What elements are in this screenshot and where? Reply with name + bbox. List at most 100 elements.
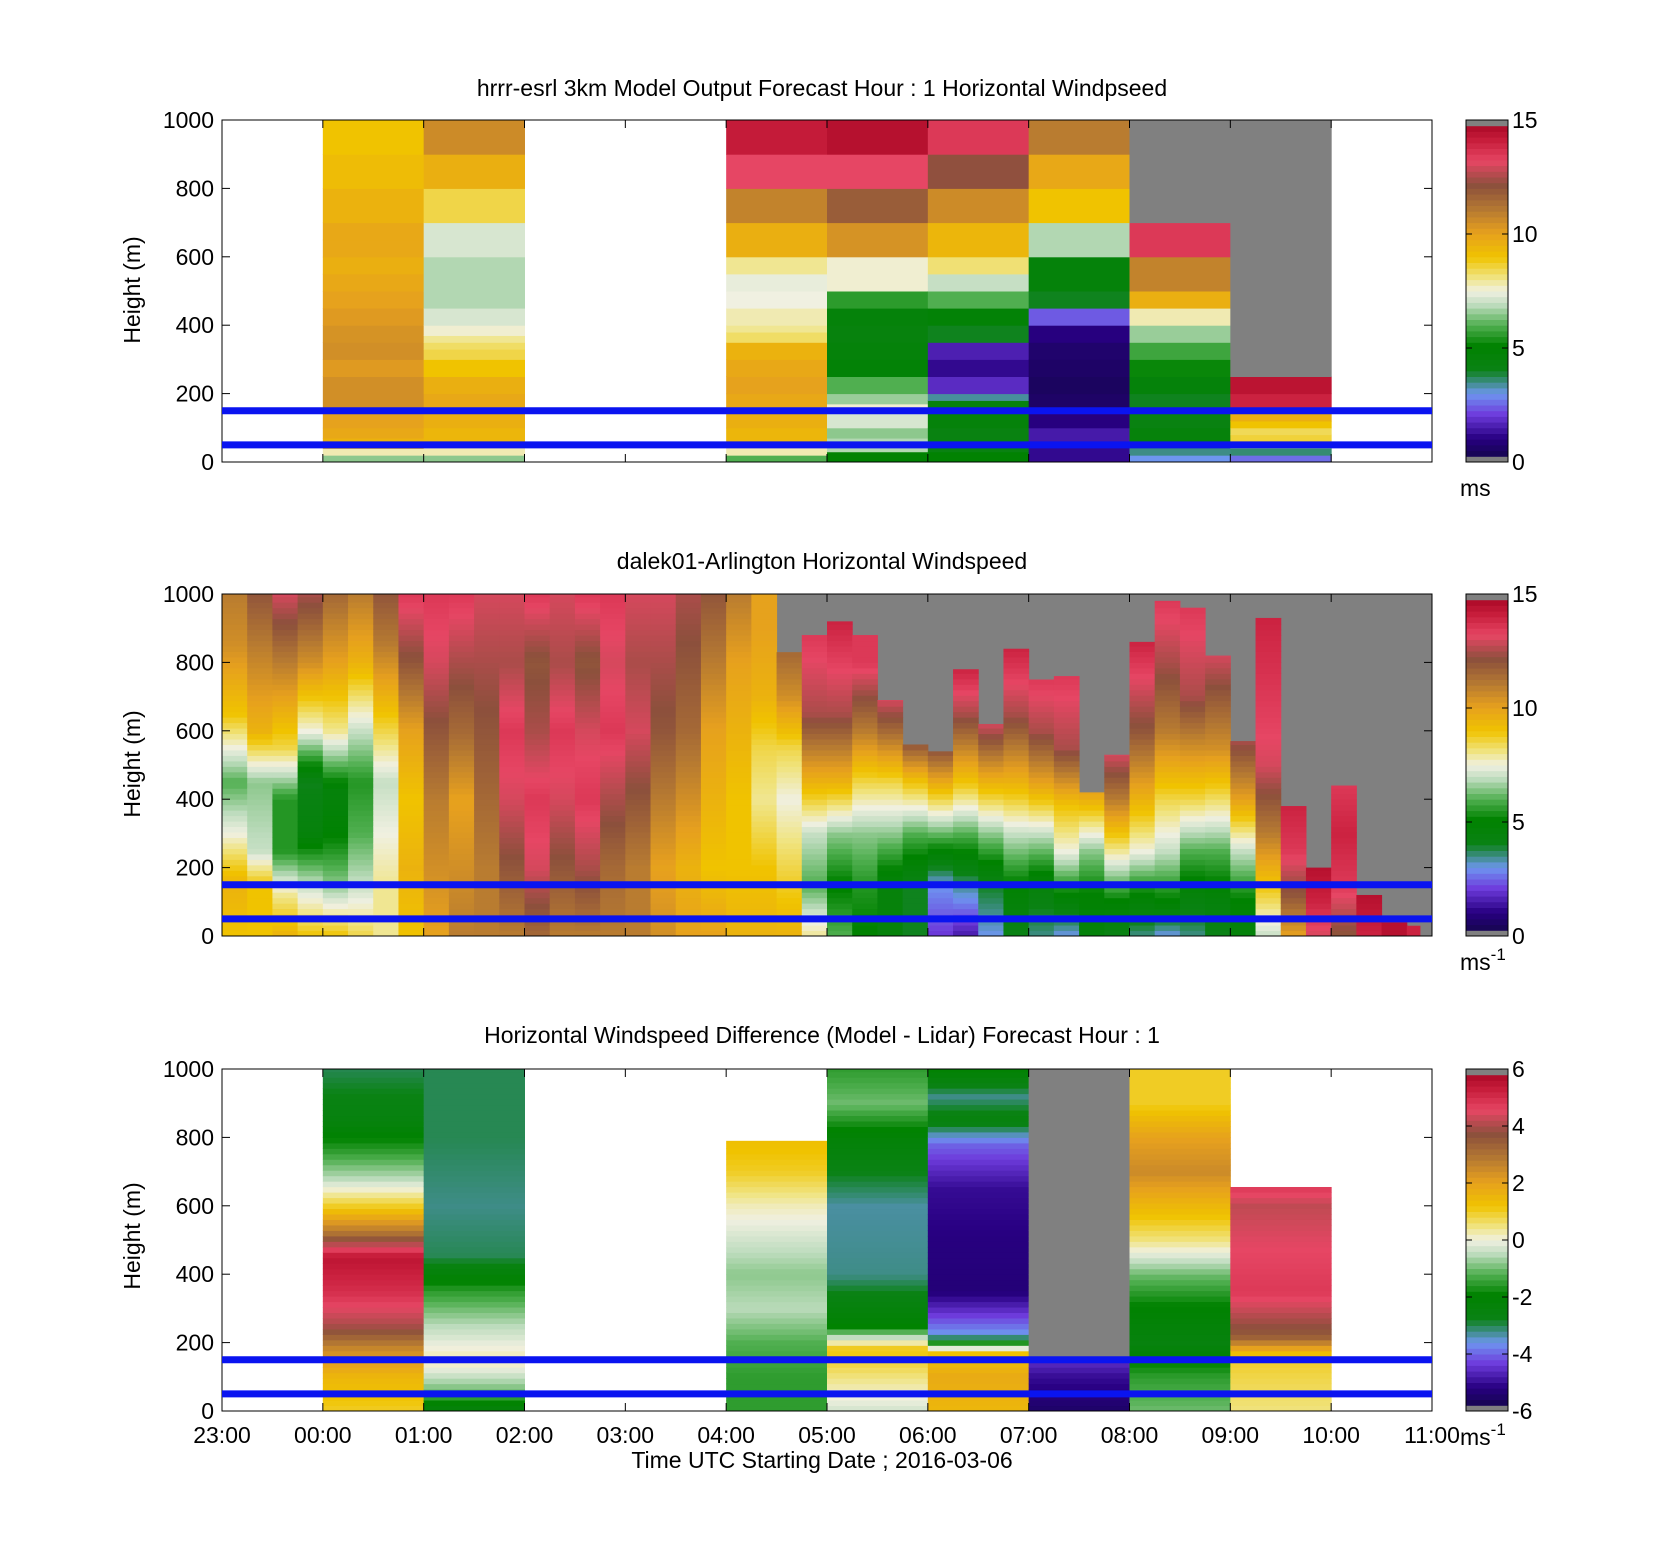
heatmap-cell (1053, 777, 1080, 784)
heatmap-cell (726, 1175, 828, 1182)
heatmap-cell (322, 1159, 425, 1166)
heatmap-cell (322, 821, 349, 828)
heatmap-cell (776, 667, 803, 674)
heatmap-cell (1003, 788, 1030, 795)
heatmap-cell (751, 826, 778, 833)
heatmap-cell (801, 788, 828, 795)
heatmap-cell (499, 810, 525, 817)
heatmap-cell (1154, 618, 1181, 625)
heatmap-cell (1280, 875, 1307, 882)
heatmap-cell (1179, 821, 1206, 828)
heatmap-cell (272, 645, 299, 652)
heatmap-cell (600, 667, 626, 674)
heatmap-cell (247, 700, 273, 707)
heatmap-cell (953, 903, 979, 910)
colorbar-segment (1466, 822, 1508, 829)
heatmap-cell (322, 1252, 425, 1259)
heatmap-cell (423, 662, 450, 669)
heatmap-cell (499, 842, 525, 849)
heatmap-cell (1280, 810, 1307, 817)
heatmap-cell (1205, 837, 1231, 844)
heatmap-cell (827, 651, 853, 658)
heatmap-cell (1053, 739, 1080, 745)
heatmap-cell (474, 870, 500, 877)
heatmap-cell (574, 733, 601, 740)
heatmap-cell (927, 256, 1030, 275)
heatmap-cell (827, 656, 853, 663)
heatmap-cell (524, 602, 551, 609)
heatmap-cell (222, 875, 248, 882)
heatmap-cell (423, 826, 450, 833)
heatmap-cell (322, 853, 349, 860)
heatmap-cell (1179, 864, 1206, 871)
heatmap-cell (524, 777, 551, 784)
heatmap-cell (448, 842, 475, 849)
heatmap-cell (700, 771, 727, 778)
heatmap-cell (751, 771, 778, 778)
heatmap-cell (675, 897, 702, 904)
heatmap-cell (222, 925, 248, 932)
heatmap-cell (1255, 766, 1282, 773)
heatmap-cell (1028, 810, 1055, 817)
heatmap-cell (474, 607, 500, 614)
heatmap-cell (1230, 1323, 1332, 1330)
heatmap-cell (1003, 826, 1030, 833)
heatmap-cell (877, 728, 904, 735)
heatmap-cell (827, 1181, 929, 1188)
heatmap-cell (398, 635, 425, 642)
heatmap-cell (1028, 1257, 1130, 1264)
heatmap-cell (726, 222, 828, 258)
heatmap-cell (650, 848, 677, 855)
heatmap-cell (650, 728, 677, 735)
heatmap-cell (625, 930, 652, 937)
heatmap-cell (978, 821, 1004, 828)
heatmap-cell (549, 848, 576, 855)
heatmap-cell (1129, 1312, 1231, 1319)
heatmap-cell (247, 684, 273, 691)
heatmap-cell (1028, 1372, 1130, 1379)
heatmap-cell (600, 864, 626, 871)
heatmap-cell (1003, 799, 1030, 806)
heatmap-cell (1179, 875, 1206, 882)
colorbar-segment (1466, 1268, 1508, 1275)
heatmap-cell (297, 733, 324, 740)
heatmap-cell (322, 359, 425, 377)
heatmap-cell (1053, 832, 1080, 839)
heatmap-cell (1280, 892, 1307, 899)
heatmap-cell (726, 821, 752, 828)
colorbar-segment (1466, 708, 1508, 715)
heatmap-cell (1381, 930, 1408, 937)
heatmap-cell (726, 1203, 828, 1210)
colorbar-segment (1466, 725, 1508, 732)
heatmap-cell (448, 684, 475, 691)
heatmap-cell (1230, 886, 1257, 893)
heatmap-cell (373, 711, 399, 718)
heatmap-cell (776, 739, 803, 745)
heatmap-cell (272, 837, 299, 844)
heatmap-cell (574, 810, 601, 817)
heatmap-cell (322, 1186, 425, 1193)
colorbar-segment (1466, 1205, 1508, 1212)
heatmap-cell (675, 842, 702, 849)
heatmap-cell (801, 755, 828, 762)
colorbar-segment (1466, 194, 1508, 201)
heatmap-cell (474, 771, 500, 778)
heatmap-cell (927, 1350, 1030, 1357)
heatmap-cell (827, 717, 853, 724)
heatmap-cell (1104, 837, 1130, 844)
heatmap-cell (474, 613, 500, 620)
heatmap-cell (474, 629, 500, 636)
heatmap-cell (1179, 645, 1206, 652)
heatmap-cell (902, 749, 929, 756)
heatmap-cell (600, 700, 626, 707)
colorbar-segment (1466, 285, 1508, 292)
heatmap-cell (474, 826, 500, 833)
heatmap-cell (222, 892, 248, 899)
heatmap-cell (297, 908, 324, 915)
heatmap-cell (827, 1378, 929, 1385)
heatmap-cell (776, 777, 803, 784)
heatmap-cell (877, 875, 904, 882)
heatmap-cell (1129, 308, 1231, 326)
heatmap-cell (675, 594, 702, 598)
